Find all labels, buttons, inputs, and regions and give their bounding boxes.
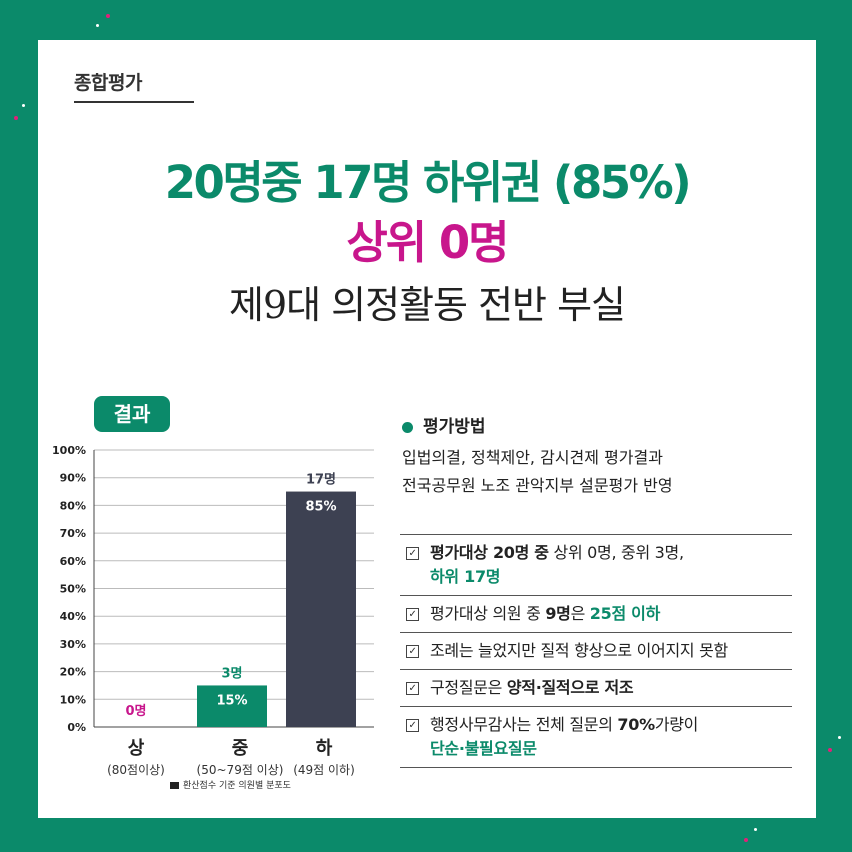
bar (286, 491, 356, 727)
x-label-low: 하 (49점 이하) (269, 734, 379, 778)
sparkle-dot (22, 104, 25, 107)
bar-value-label: 15% (216, 693, 247, 708)
y-tick-label: 20% (60, 666, 86, 679)
y-tick-label: 100% (52, 444, 86, 457)
section-tag: 종합평가 (74, 68, 194, 103)
x-label-high: 상 (80점이상) (81, 734, 191, 778)
y-tick-label: 80% (60, 499, 86, 512)
checkbox-icon: ✓ (406, 682, 419, 695)
x-label-mid: 중 (50~79점 이상) (175, 734, 305, 778)
y-tick-label: 0% (67, 721, 86, 734)
checkbox-icon: ✓ (406, 645, 419, 658)
method-heading: 평가방법 (402, 412, 486, 437)
checklist-item: ✓ 평가대상 의원 중 9명은 25점 이하 (400, 595, 792, 632)
legend-square-icon (170, 782, 179, 789)
y-tick-label: 10% (60, 693, 86, 706)
checklist-item: ✓ 행정사무감사는 전체 질문의 70%가량이 단순·불필요질문 (400, 706, 792, 768)
method-title: 평가방법 (423, 417, 486, 437)
x-category-label: 상 (127, 738, 145, 759)
checkbox-icon: ✓ (406, 719, 419, 732)
method-line: 입법의결, 정책제안, 감시견제 평가결과 (402, 448, 663, 467)
checkbox-icon: ✓ (406, 608, 419, 621)
y-tick-label: 40% (60, 610, 86, 623)
bar-value-label: 85% (305, 500, 336, 515)
y-tick-label: 60% (60, 555, 86, 568)
sparkle-dot (744, 838, 748, 842)
x-category-label: 중 (231, 738, 249, 759)
findings-checklist: ✓ 평가대상 20명 중 상위 0명, 중위 3명, 하위 17명 ✓ 평가대상… (400, 534, 792, 768)
y-tick-label: 90% (60, 472, 86, 485)
x-category-sublabel: (80점이상) (107, 763, 165, 777)
headline-top-count: 상위 0명 (346, 216, 509, 269)
bar-count-label: 0명 (125, 703, 146, 719)
content-card: 종합평가 20명중 17명 하위권 (85%) 상위 0명 제9대 의정활동 전… (38, 40, 816, 818)
x-category-sublabel: (50~79점 이상) (196, 763, 284, 777)
result-label: 결과 (94, 396, 170, 432)
chart-note-text: 환산점수 기준 의원별 분포도 (183, 781, 291, 791)
checkbox-icon: ✓ (406, 547, 419, 560)
method-line: 전국공무원 노조 관악지부 설문평가 반영 (402, 476, 673, 495)
sparkle-dot (828, 748, 832, 752)
y-tick-label: 30% (60, 638, 86, 651)
method-description: 입법의결, 정책제안, 감시견제 평가결과 전국공무원 노조 관악지부 설문평가… (402, 444, 673, 500)
bar-count-label: 17명 (306, 472, 336, 488)
headline-subtitle: 제9대 의정활동 전반 부실 (228, 283, 626, 327)
headline-main: 20명중 17명 하위권 (85%) (164, 156, 692, 209)
checklist-item: ✓ 조례는 늘었지만 질적 향상으로 이어지지 못함 (400, 632, 792, 669)
sparkle-dot (838, 736, 841, 739)
bar-count-label: 3명 (221, 665, 242, 681)
y-tick-label: 70% (60, 527, 86, 540)
chart-note: 환산점수 기준 의원별 분포도 (170, 778, 291, 791)
bullet-icon (402, 421, 413, 433)
sparkle-dot (754, 828, 757, 831)
sparkle-dot (96, 24, 99, 27)
checklist-item: ✓ 구정질문은 양적·질적으로 저조 (400, 669, 792, 706)
bar (197, 685, 267, 727)
x-category-label: 하 (315, 738, 333, 759)
x-category-sublabel: (49점 이하) (293, 763, 355, 777)
checklist-item: ✓ 평가대상 20명 중 상위 0명, 중위 3명, 하위 17명 (400, 534, 792, 595)
sparkle-dot (14, 116, 18, 120)
y-tick-label: 50% (60, 583, 86, 596)
bar-chart: 0% 10% 20% 30% 40% 50% 60% 70% 80% 90% 100% 0명 15% 3명… (52, 444, 374, 734)
sparkle-dot (106, 14, 110, 18)
